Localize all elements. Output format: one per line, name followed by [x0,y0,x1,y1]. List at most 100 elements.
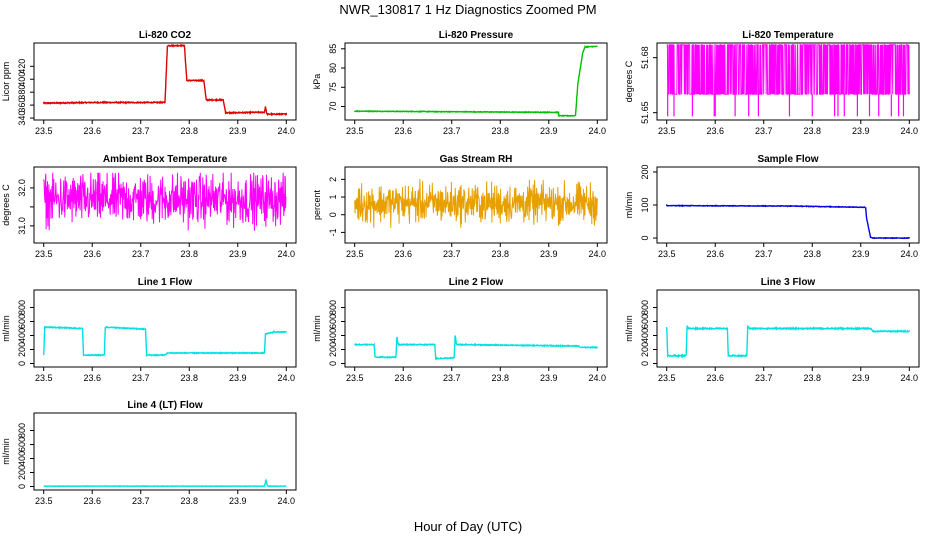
chart-4: Ambient Box Temperature degrees C 23.5 23.6… [1,154,297,259]
plot-frame [344,166,608,244]
chart-8: Line 2 Flow ml/min 23.5 23.6 23.7 23.8 23.9 24.… [312,277,608,383]
y-tick-label: 70 [328,102,338,112]
y-tick-label: 51.65 [640,101,650,124]
x-tick-label: 24.0 [278,126,296,136]
chart-title: Sample Flow [757,154,818,165]
y-tick-label: 2 [328,177,338,182]
chart-9: Line 3 Flow ml/min 23.5 23.6 23.7 23.8 23.9 24.… [624,277,920,383]
data-series [354,44,598,118]
plot-frame [656,289,920,368]
x-tick-label: 24.0 [589,249,607,259]
y-tick-label: 380 [17,85,27,100]
y-tick-label: 400 [17,451,27,466]
y-tick-label: 0 [17,484,27,489]
x-tick-label: 23.7 [755,249,773,259]
y-tick-label: 32.0 [17,179,27,197]
x-tick-label: 23.8 [180,249,198,259]
x-tick-label: 23.8 [491,126,509,136]
chart-6: Sample Flow ml/min 23.5 23.6 23.7 23.8 23.9 24.… [624,154,920,259]
x-tick-label: 23.6 [83,496,101,506]
y-axis-label: ml/min [1,438,11,465]
x-tick-label: 23.9 [852,249,870,259]
y-tick-label: 0 [328,361,338,366]
chart-7: Line 1 Flow ml/min 23.5 23.6 23.7 23.8 23.9 24.… [1,277,297,383]
x-tick-label: 23.8 [803,126,821,136]
x-tick-label: 23.6 [83,373,101,383]
x-tick-label: 23.9 [540,249,558,259]
x-tick-label: 23.5 [658,249,676,259]
y-tick-label: 800 [640,300,650,315]
x-tick-label: 23.8 [803,373,821,383]
x-tick-label: 23.6 [394,249,412,259]
x-tick-label: 23.5 [35,126,53,136]
y-tick-label: 400 [640,328,650,343]
y-axis-label: degrees C [1,184,11,226]
y-tick-label: 400 [328,328,338,343]
x-tick-label: 23.5 [658,373,676,383]
x-tick-label: 23.9 [540,373,558,383]
y-tick-label: 0 [640,361,650,366]
y-tick-label: 200 [640,164,650,179]
x-tick-label: 23.6 [83,126,101,136]
chart-title: Line 4 (LT) Flow [127,400,203,411]
figure-xlabel: Hour of Day (UTC) [414,519,522,534]
x-tick-label: 23.7 [443,126,461,136]
y-tick-label: 100 [640,197,650,212]
x-tick-label: 23.8 [180,373,198,383]
x-tick-label: 24.0 [278,249,296,259]
plot-frame [33,166,297,244]
x-tick-label: 23.7 [443,249,461,259]
chart-panels: Li-820 CO2 Licor ppm 23.5 23.6 23.7 23.8 23.9 2… [1,30,920,506]
x-tick-label: 23.6 [394,126,412,136]
data-series [43,172,287,231]
y-axis-label: percent [312,189,322,220]
x-tick-label: 23.5 [35,249,53,259]
x-tick-label: 23.8 [491,373,509,383]
x-tick-label: 23.5 [346,373,364,383]
y-tick-label: 600 [328,314,338,329]
chart-3: Li-820 Temperature degrees C 23.5 23.6 23.7 2… [624,30,920,136]
y-tick-label: 600 [640,314,650,329]
x-tick-label: 23.5 [346,126,364,136]
x-tick-label: 23.9 [852,373,870,383]
y-tick-label: 800 [17,423,27,438]
chart-title: Line 1 Flow [138,277,193,288]
data-series [354,335,598,361]
y-tick-label: 200 [328,342,338,357]
x-tick-label: 24.0 [589,126,607,136]
x-tick-label: 23.7 [443,373,461,383]
x-tick-label: 24.0 [278,373,296,383]
y-axis-label: kPa [312,74,322,90]
chart-title: Li-820 CO2 [139,30,192,41]
x-tick-label: 23.7 [755,126,773,136]
x-tick-label: 23.7 [132,126,150,136]
x-tick-label: 23.8 [180,496,198,506]
y-tick-label: 80 [328,63,338,73]
x-tick-label: 23.5 [346,249,364,259]
x-tick-label: 23.9 [229,496,247,506]
x-tick-label: 23.8 [803,249,821,259]
y-tick-label: 800 [17,300,27,315]
data-series [43,325,287,358]
chart-title: Line 2 Flow [449,277,504,288]
y-tick-label: 0 [17,361,27,366]
chart-5: Gas Stream RH percent 23.5 23.6 23.7 23.8 23.9… [312,154,608,259]
chart-title: Gas Stream RH [440,154,513,165]
data-series [43,478,287,488]
y-tick-label: 200 [640,342,650,357]
y-tick-label: 75 [328,82,338,92]
y-tick-label: 400 [17,328,27,343]
x-tick-label: 23.8 [180,126,198,136]
plot-frame [33,412,297,491]
chart-2: Li-820 Pressure kPa 23.5 23.6 23.7 23.8 23.9 24… [312,30,608,136]
y-axis-label: ml/min [1,315,11,342]
x-tick-label: 23.7 [132,249,150,259]
y-tick-label: 600 [17,437,27,452]
y-tick-label: 360 [17,98,27,113]
x-tick-label: 23.9 [540,126,558,136]
y-axis-label: ml/min [624,315,634,342]
chart-title: Li-820 Pressure [439,30,514,41]
data-series [666,203,910,240]
x-tick-label: 23.5 [658,126,676,136]
x-tick-label: 24.0 [901,249,919,259]
